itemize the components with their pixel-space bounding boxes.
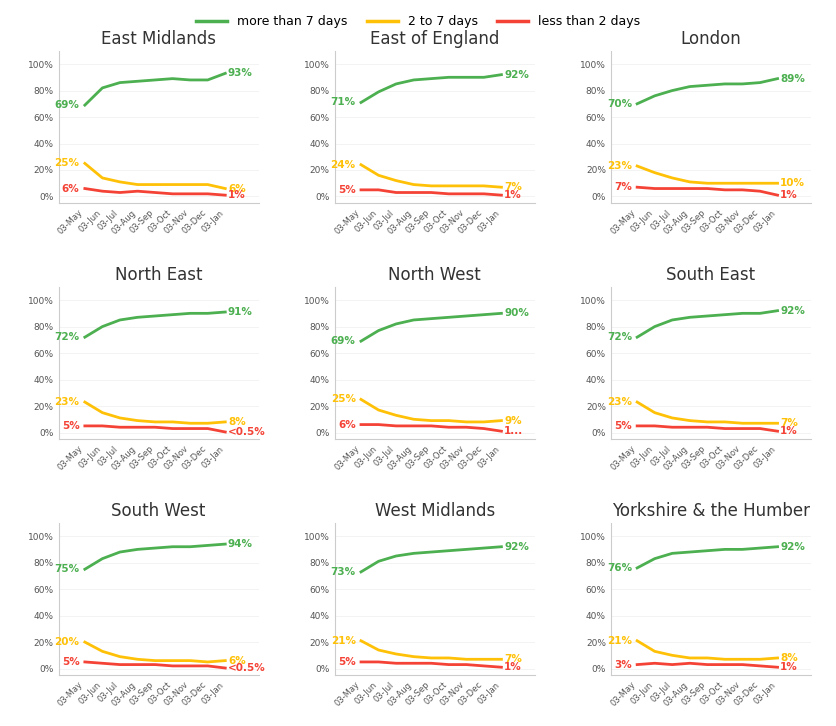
Text: 7%: 7% <box>780 418 798 428</box>
Text: 7%: 7% <box>504 182 522 192</box>
Title: London: London <box>681 30 742 48</box>
Text: 5%: 5% <box>338 657 356 667</box>
Text: 23%: 23% <box>607 397 632 407</box>
Text: 72%: 72% <box>607 333 632 342</box>
Text: 25%: 25% <box>331 394 356 404</box>
Text: 5%: 5% <box>62 657 79 667</box>
Text: 23%: 23% <box>607 161 632 171</box>
Title: North West: North West <box>389 266 481 284</box>
Text: 5%: 5% <box>614 421 632 431</box>
Text: 6%: 6% <box>338 420 356 430</box>
Text: 6%: 6% <box>228 656 246 666</box>
Text: 90%: 90% <box>504 309 529 318</box>
Text: 20%: 20% <box>54 637 79 647</box>
Title: North East: North East <box>115 266 202 284</box>
Text: 5%: 5% <box>62 421 79 431</box>
Text: 91%: 91% <box>228 307 252 317</box>
Text: 1%: 1% <box>780 426 798 436</box>
Text: 70%: 70% <box>607 99 632 109</box>
Title: South West: South West <box>111 502 206 520</box>
Title: West Midlands: West Midlands <box>375 502 495 520</box>
Title: South East: South East <box>666 266 756 284</box>
Text: 1...: 1... <box>504 426 523 436</box>
Text: 9%: 9% <box>504 415 522 425</box>
Text: 3%: 3% <box>614 660 632 669</box>
Text: <0.5%: <0.5% <box>228 663 266 673</box>
Text: 71%: 71% <box>330 97 356 107</box>
Text: 69%: 69% <box>331 336 356 346</box>
Text: 8%: 8% <box>780 653 798 663</box>
Text: 69%: 69% <box>54 100 79 110</box>
Text: 75%: 75% <box>54 564 79 574</box>
Text: 5%: 5% <box>338 185 356 195</box>
Text: 93%: 93% <box>228 68 252 78</box>
Text: 89%: 89% <box>780 73 805 83</box>
Text: 24%: 24% <box>330 160 356 170</box>
Text: 92%: 92% <box>504 70 529 80</box>
Text: 10%: 10% <box>780 179 805 188</box>
Text: 21%: 21% <box>331 636 356 645</box>
Text: 73%: 73% <box>330 567 356 577</box>
Text: 94%: 94% <box>228 539 253 549</box>
Text: 92%: 92% <box>780 542 805 552</box>
Text: 72%: 72% <box>54 333 79 342</box>
Text: 8%: 8% <box>228 417 246 427</box>
Text: 6%: 6% <box>62 184 79 194</box>
Text: 1%: 1% <box>228 190 246 200</box>
Text: 1%: 1% <box>780 662 798 672</box>
Legend: more than 7 days, 2 to 7 days, less than 2 days: more than 7 days, 2 to 7 days, less than… <box>191 10 645 33</box>
Text: <0.5%: <0.5% <box>228 427 266 437</box>
Text: 1%: 1% <box>504 190 522 200</box>
Title: Yorkshire & the Humber: Yorkshire & the Humber <box>612 502 810 520</box>
Text: 25%: 25% <box>54 158 79 168</box>
Text: 7%: 7% <box>614 182 632 192</box>
Text: 76%: 76% <box>607 563 632 573</box>
Text: 21%: 21% <box>607 636 632 645</box>
Text: 1%: 1% <box>504 662 522 672</box>
Text: 1%: 1% <box>780 190 798 200</box>
Title: East Midlands: East Midlands <box>101 30 216 48</box>
Text: 6%: 6% <box>228 184 246 194</box>
Text: 92%: 92% <box>780 306 805 316</box>
Text: 23%: 23% <box>54 397 79 407</box>
Text: 92%: 92% <box>504 542 529 552</box>
Title: East of England: East of England <box>370 30 499 48</box>
Text: 7%: 7% <box>504 654 522 664</box>
